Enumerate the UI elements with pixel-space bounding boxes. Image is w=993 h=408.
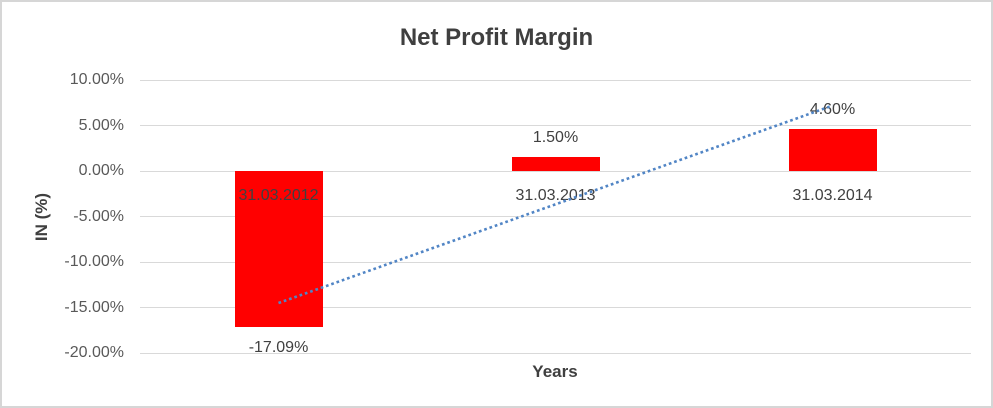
- y-axis-tick-label: 5.00%: [78, 116, 124, 134]
- bar-31.03.2013: [511, 157, 600, 171]
- category-label: 31.03.2014: [792, 187, 873, 204]
- y-axis-tick-label: 10.00%: [69, 71, 124, 88]
- y-axis-tick-label: -5.00%: [73, 207, 124, 225]
- data-label: 4.60%: [809, 101, 856, 119]
- data-label: 1.50%: [532, 129, 579, 147]
- category-label: 31.03.2012: [238, 187, 319, 204]
- bar-31.03.2014: [788, 129, 877, 171]
- data-label: -17.09%: [248, 338, 309, 356]
- gridline-10.00%: [140, 79, 971, 81]
- gridline--15.00%: [140, 307, 971, 308]
- category-label: 31.03.2013: [515, 187, 596, 204]
- y-axis-tick-label: -10.00%: [64, 253, 124, 270]
- gridline-5.00%: [140, 125, 971, 126]
- y-axis-tick-label: -15.00%: [64, 298, 124, 316]
- chart-title: Net Profit Margin: [399, 24, 594, 51]
- y-axis-tick-label: 0.00%: [78, 162, 124, 179]
- y-axis-tick-label: -20.00%: [64, 344, 124, 361]
- gridline--20.00%: [140, 352, 971, 354]
- x-axis-title: Years: [532, 362, 578, 381]
